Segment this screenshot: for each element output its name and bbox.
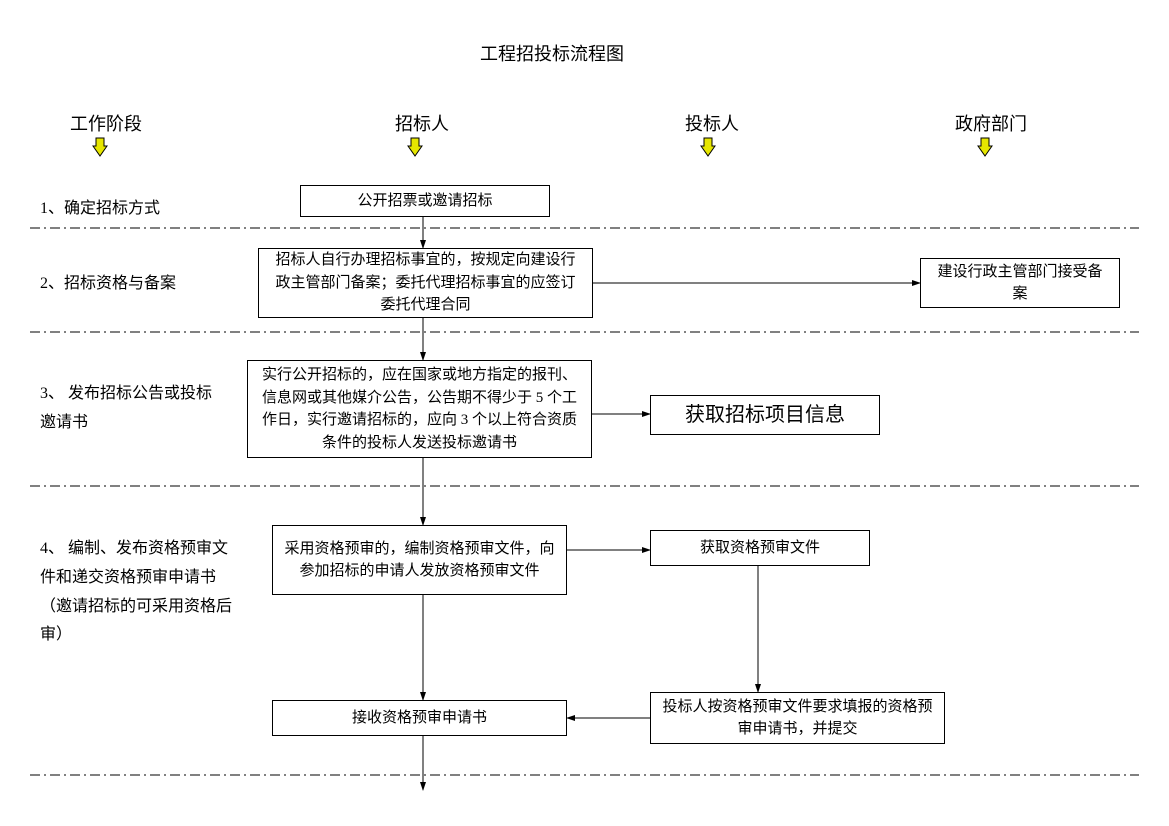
column-down-icon	[978, 138, 992, 156]
flow-box-b4br: 投标人按资格预审文件要求填报的资格预审申请书，并提交	[650, 692, 945, 744]
flow-box-b1: 公开招票或邀请招标	[300, 185, 550, 217]
phase-label-p1: 1、确定招标方式	[40, 195, 240, 224]
flow-box-b4b: 接收资格预审申请书	[272, 700, 567, 736]
column-down-icon	[93, 138, 107, 156]
column-header-gov: 政府部门	[955, 110, 1027, 136]
phase-label-p4: 4、 编制、发布资格预审文件和递交资格预审申请书 （邀请招标的可采用资格后审）	[40, 535, 240, 650]
flow-box-b4ar: 获取资格预审文件	[650, 530, 870, 566]
phase-label-p2: 2、招标资格与备案	[40, 270, 240, 299]
page-title: 工程招投标流程图	[480, 40, 624, 66]
flow-box-b3r: 获取招标项目信息	[650, 395, 880, 435]
column-down-icon	[408, 138, 422, 156]
flow-box-b4a: 采用资格预审的，编制资格预审文件，向参加招标的申请人发放资格预审文件	[272, 525, 567, 595]
column-down-icon	[701, 138, 715, 156]
column-header-bidder: 投标人	[685, 110, 739, 136]
phase-label-p3: 3、 发布招标公告或投标邀请书	[40, 380, 220, 438]
column-header-phase: 工作阶段	[70, 110, 142, 136]
flow-box-b2: 招标人自行办理招标事宜的，按规定向建设行政主管部门备案；委托代理招标事宜的应签订…	[258, 248, 593, 318]
flow-box-b2r: 建设行政主管部门接受备案	[920, 258, 1120, 308]
column-header-tenderee: 招标人	[395, 110, 449, 136]
flow-box-b3: 实行公开招标的，应在国家或地方指定的报刊、信息网或其他媒介公告，公告期不得少于 …	[247, 360, 592, 458]
